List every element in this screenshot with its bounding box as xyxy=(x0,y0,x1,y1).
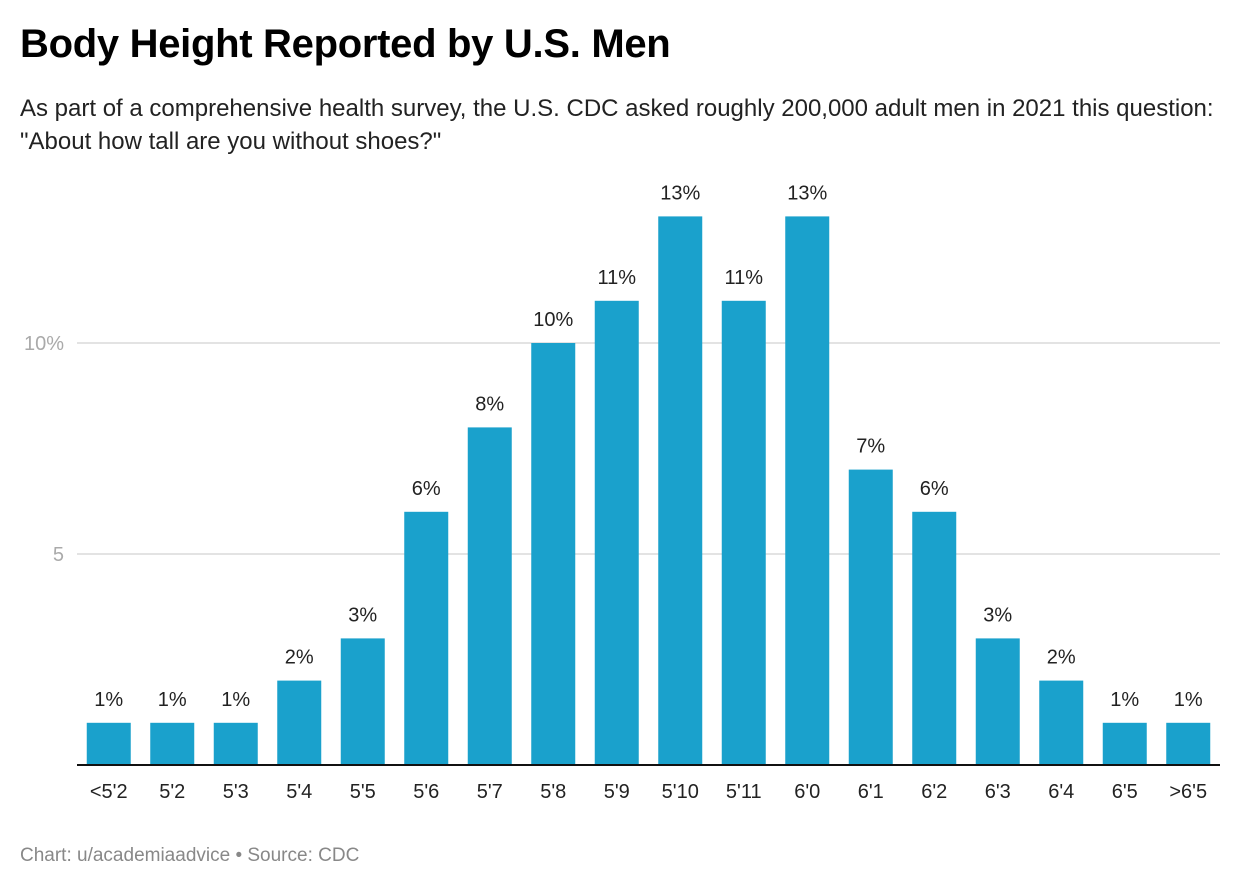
x-tick-label: 6'0 xyxy=(794,781,820,803)
data-label: 1% xyxy=(221,689,250,711)
bar xyxy=(213,722,258,765)
data-label: 6% xyxy=(920,478,949,500)
data-label: 11% xyxy=(597,267,636,289)
data-label: 7% xyxy=(856,436,885,458)
x-tick-label: 6'1 xyxy=(858,781,884,803)
data-label: 13% xyxy=(787,182,827,204)
data-label: 8% xyxy=(475,393,504,415)
bar xyxy=(975,638,1020,765)
bar xyxy=(785,216,830,765)
bar xyxy=(1166,722,1211,765)
x-tick-label: 5'5 xyxy=(350,781,376,803)
bar xyxy=(277,680,322,765)
bar xyxy=(1039,680,1084,765)
x-tick-label: 6'2 xyxy=(921,781,947,803)
chart-footer: Chart: u/academiaadvice • Source: CDC xyxy=(20,845,360,866)
data-label: 13% xyxy=(660,182,700,204)
x-tick-label: 6'3 xyxy=(985,781,1011,803)
data-label: 2% xyxy=(285,647,314,669)
data-label: 2% xyxy=(1047,647,1076,669)
y-tick-label: 10% xyxy=(24,333,64,355)
data-label: 6% xyxy=(412,478,441,500)
x-tick-label: 6'5 xyxy=(1112,781,1138,803)
x-tick-label: 5'2 xyxy=(159,781,185,803)
data-label: 3% xyxy=(348,604,377,626)
data-label: 1% xyxy=(158,689,187,711)
bar xyxy=(531,343,576,765)
y-tick-label: 5 xyxy=(53,544,64,566)
bar xyxy=(340,638,385,765)
x-tick-label: 5'11 xyxy=(726,781,762,803)
x-tick-label: >6'5 xyxy=(1169,781,1207,803)
x-tick-label: 5'10 xyxy=(662,781,699,803)
bar xyxy=(150,722,195,765)
bar xyxy=(404,511,449,765)
bar xyxy=(912,511,957,765)
bar xyxy=(86,722,131,765)
data-label: 11% xyxy=(724,267,763,289)
x-tick-label: 6'4 xyxy=(1048,781,1074,803)
x-tick-label: 5'4 xyxy=(286,781,312,803)
x-tick-label: 5'3 xyxy=(223,781,249,803)
bar xyxy=(1102,722,1147,765)
chart-subtitle: As part of a comprehensive health survey… xyxy=(20,95,1214,155)
bar xyxy=(594,300,639,765)
bar xyxy=(467,427,512,765)
x-tick-label: 5'8 xyxy=(540,781,566,803)
data-label: 1% xyxy=(1174,689,1203,711)
bar xyxy=(721,300,766,765)
data-label: 1% xyxy=(1110,689,1139,711)
bar xyxy=(848,469,893,765)
x-tick-label: 5'6 xyxy=(413,781,439,803)
x-tick-label: 5'7 xyxy=(477,781,503,803)
x-tick-label: 5'9 xyxy=(604,781,630,803)
bar xyxy=(658,216,703,765)
chart-title: Body Height Reported by U.S. Men xyxy=(20,22,671,66)
data-label: 3% xyxy=(983,604,1012,626)
data-label: 1% xyxy=(94,689,123,711)
x-tick-label: <5'2 xyxy=(90,781,128,803)
data-label: 10% xyxy=(533,309,573,331)
